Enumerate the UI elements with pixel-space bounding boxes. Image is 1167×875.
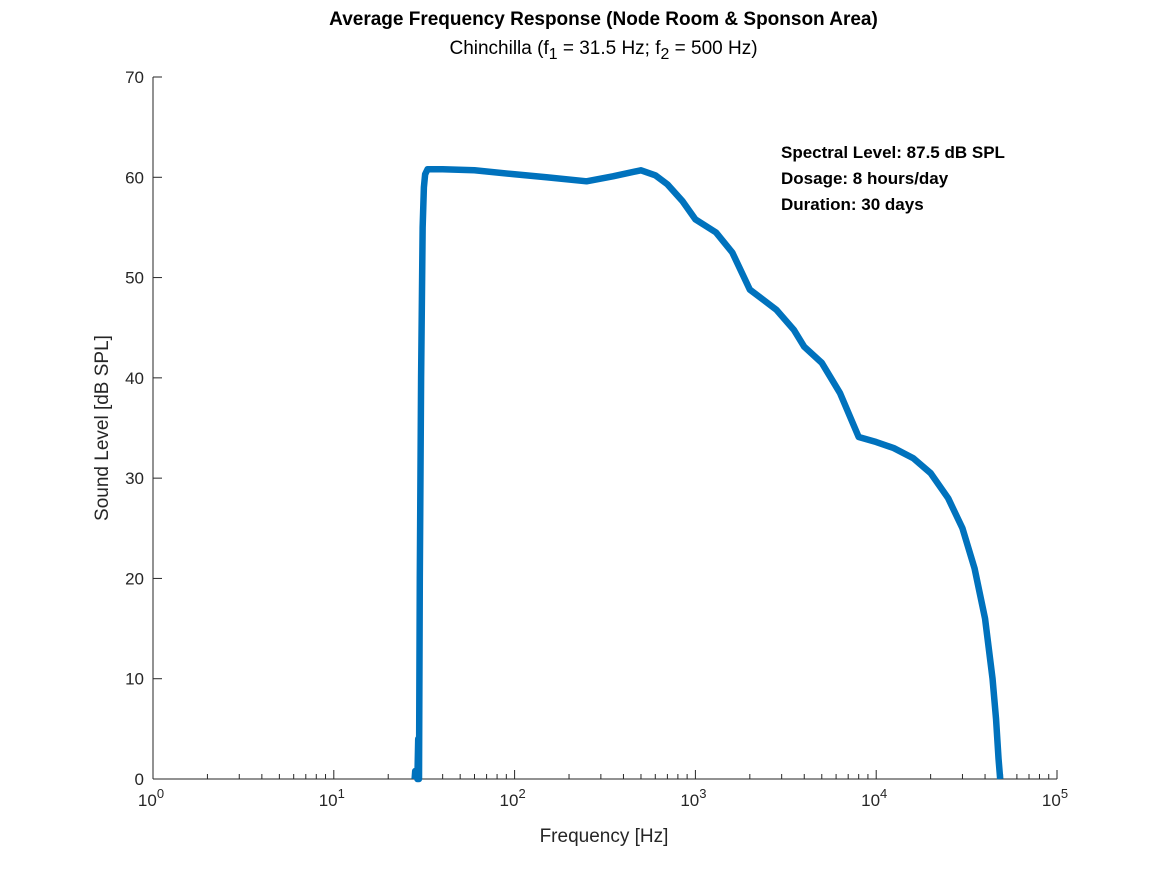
annotation-dosage: Dosage: 8 hours/day — [781, 169, 949, 188]
chart-title: Average Frequency Response (Node Room & … — [329, 9, 878, 30]
y-axis-label: Sound Level [dB SPL] — [92, 335, 113, 521]
y-tick-label: 30 — [125, 469, 144, 488]
x-tick-label: 100 — [138, 786, 164, 810]
x-tick-label: 105 — [1042, 786, 1068, 810]
y-tick-label: 60 — [125, 168, 144, 187]
chart-subtitle: Chinchilla (f1 = 31.5 Hz; f2 = 500 Hz) — [0, 38, 1167, 64]
y-tick-label: 0 — [135, 770, 144, 789]
subtitle-suffix: = 500 Hz) — [669, 38, 758, 59]
subtitle-sub1: 1 — [548, 45, 558, 63]
series-group — [411, 166, 1004, 783]
x-tick-label: 104 — [861, 786, 887, 810]
subtitle-mid: = 31.5 Hz; f — [557, 38, 661, 59]
y-tick-label: 40 — [125, 369, 144, 388]
subtitle-sub2: 2 — [660, 45, 670, 63]
x-tick-label: 101 — [319, 786, 345, 810]
x-ticks: 100 101 102 103 104 105 — [138, 770, 1068, 810]
x-axis-label: Frequency [Hz] — [540, 826, 669, 847]
x-tick-label: 103 — [680, 786, 706, 810]
axes — [152, 77, 1057, 780]
annotation-spectral-level: Spectral Level: 87.5 dB SPL — [781, 143, 1005, 162]
y-tick-label: 70 — [125, 68, 144, 87]
y-tick-label: 20 — [125, 569, 144, 588]
subtitle-prefix: Chinchilla (f — [449, 38, 549, 59]
y-tick-label: 10 — [125, 670, 144, 689]
x-tick-label: 102 — [500, 786, 526, 810]
series-line — [411, 166, 1004, 783]
annotation-duration: Duration: 30 days — [781, 195, 924, 214]
y-tick-label: 50 — [125, 269, 144, 288]
y-ticks: 0 10 20 30 40 50 60 70 — [125, 68, 162, 789]
